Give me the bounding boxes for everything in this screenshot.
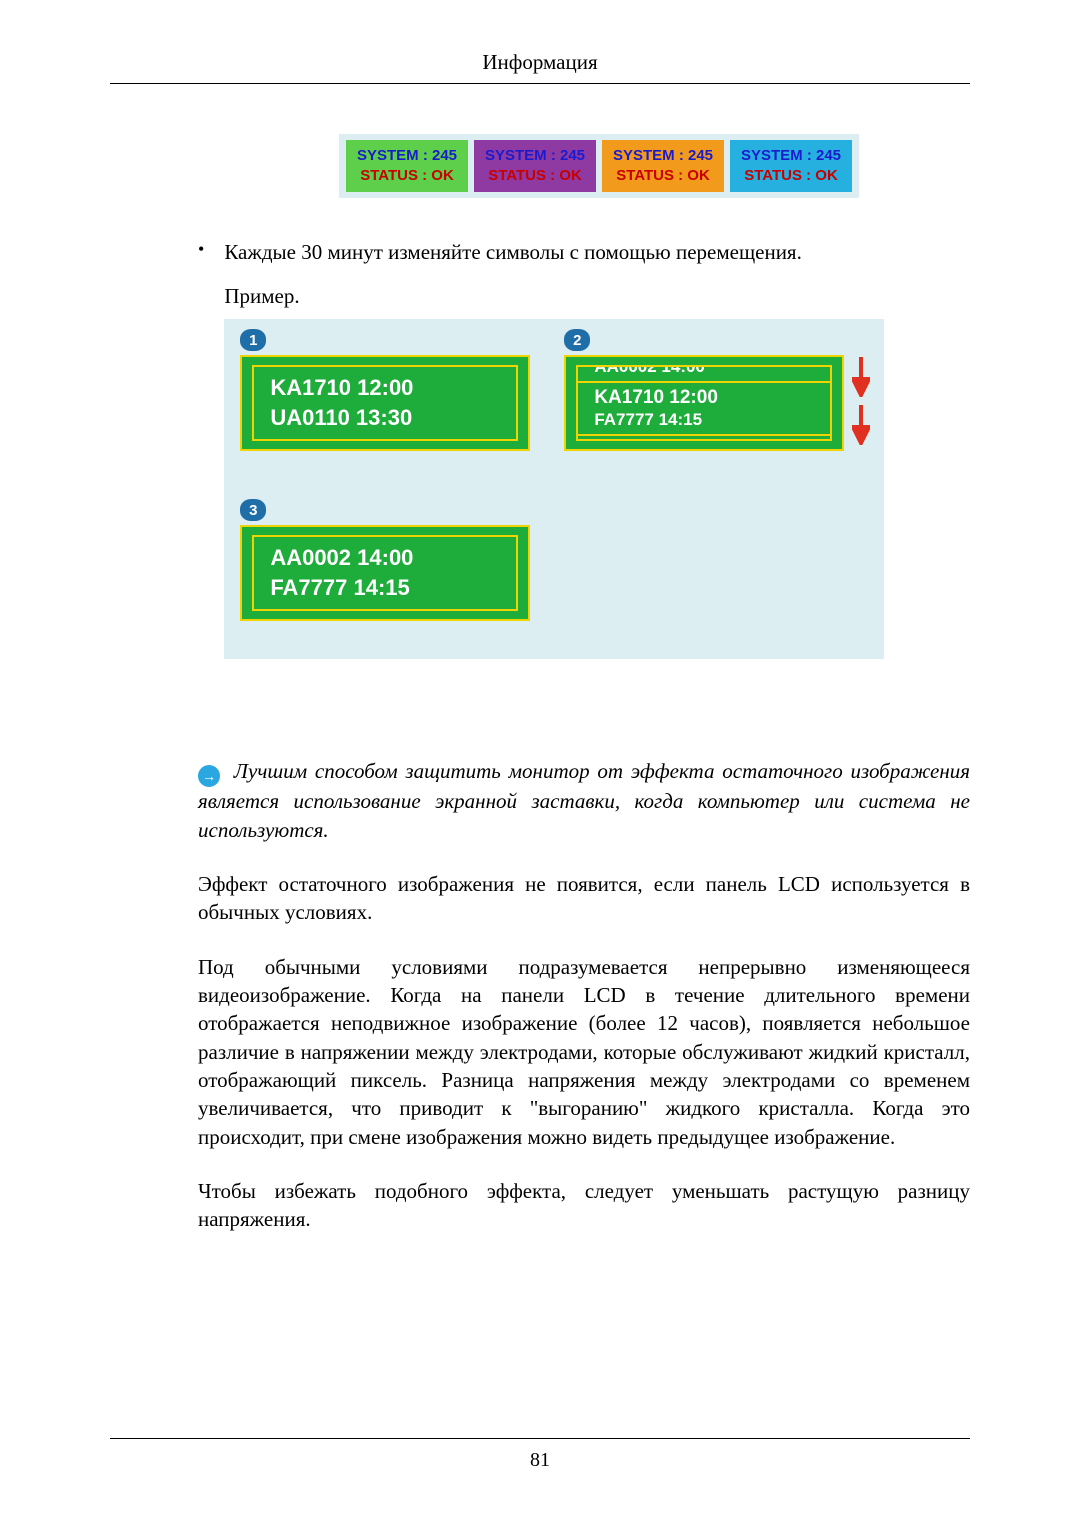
badge-1: 1 [240, 329, 266, 351]
status-system-text: SYSTEM : 245 [485, 146, 585, 166]
arrow-down-icon [852, 405, 870, 445]
badge-3: 3 [240, 499, 266, 521]
status-system-text: SYSTEM : 245 [357, 146, 457, 166]
status-system-text: SYSTEM : 245 [613, 146, 713, 166]
tip-text: Лучшим способом защитить монитор от эффе… [198, 759, 970, 841]
badge-2: 2 [564, 329, 590, 351]
panel-3-inner: AA0002 14:00 FA7777 14:15 [252, 535, 518, 611]
tip-block: → Лучшим способом защитить монитор от эф… [198, 757, 970, 844]
status-box-orange: SYSTEM : 245 STATUS : OK [602, 140, 724, 192]
bullet-dot-icon: • [198, 238, 204, 258]
bullet-item: • Каждые 30 минут изменяйте символы с по… [198, 238, 970, 699]
status-ok-text: STATUS : OK [360, 166, 454, 186]
page-footer: 81 [110, 1438, 970, 1472]
status-box-green: SYSTEM : 245 STATUS : OK [346, 140, 468, 192]
panel-1: KA1710 12:00 UA0110 13:30 [240, 355, 530, 451]
paragraph-2: Под обычными условиями подразумевается н… [198, 953, 970, 1151]
panel-2-inner: AA0002 14:00 KA1710 12:00 FA7777 14:15 U… [576, 365, 832, 441]
bullet-text: Каждые 30 минут изменяйте символы с помо… [224, 238, 884, 266]
panel-3: AA0002 14:00 FA7777 14:15 [240, 525, 530, 621]
page-header-title: Информация [110, 50, 970, 83]
arrow-down-icon [852, 357, 870, 397]
panel-2-row-top: AA0002 14:00 [594, 365, 830, 379]
arrow-right-circle-icon: → [198, 765, 220, 787]
status-color-row: SYSTEM : 245 STATUS : OK SYSTEM : 245 ST… [339, 134, 859, 198]
footer-rule [110, 1438, 970, 1439]
paragraph-3: Чтобы избежать подобного эффекта, следуе… [198, 1177, 970, 1234]
tip-paragraph: → Лучшим способом защитить монитор от эф… [198, 757, 970, 844]
panel-1-row-2: UA0110 13:30 [270, 403, 516, 434]
panel-3-row-1: AA0002 14:00 [270, 543, 516, 574]
status-ok-text: STATUS : OK [616, 166, 710, 186]
status-box-purple: SYSTEM : 245 STATUS : OK [474, 140, 596, 192]
example-label: Пример. [224, 284, 884, 309]
page-number: 81 [110, 1449, 970, 1472]
panel-2-row-mid: FA7777 14:15 [594, 408, 830, 432]
status-ok-text: STATUS : OK [488, 166, 582, 186]
panel-1-row-1: KA1710 12:00 [270, 373, 516, 404]
panel-3-row-2: FA7777 14:15 [270, 573, 516, 604]
status-ok-text: STATUS : OK [744, 166, 838, 186]
panel-2-row-2: UA0110 13:30 [594, 436, 830, 442]
status-system-text: SYSTEM : 245 [741, 146, 841, 166]
paragraph-1: Эффект остаточного изображения не появит… [198, 870, 970, 927]
panel-1-inner: KA1710 12:00 UA0110 13:30 [252, 365, 518, 441]
panel-2: AA0002 14:00 KA1710 12:00 FA7777 14:15 U… [564, 355, 844, 451]
status-box-blue: SYSTEM : 245 STATUS : OK [730, 140, 852, 192]
example-diagram: 1 KA1710 12:00 UA0110 13:30 2 AA0002 14 [224, 319, 884, 659]
